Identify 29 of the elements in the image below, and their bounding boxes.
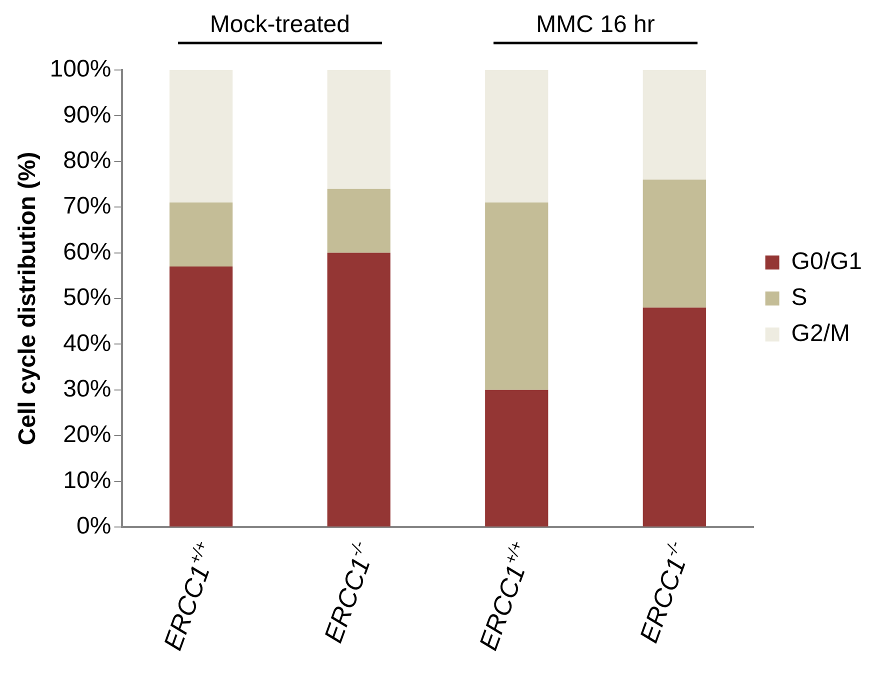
y-tick-label: 100% [50,56,112,83]
bar [642,180,706,308]
legend-label: G2/M [791,320,850,348]
bar [170,70,233,203]
legend-label: G0/G1 [791,248,862,276]
y-tick-label: 30% [63,376,112,403]
y-tick-label: 80% [63,147,112,174]
bar [485,390,548,526]
y-tick-label: 90% [63,101,112,128]
text: Mock-treated [210,11,350,38]
y-tick-label: 0% [76,512,112,540]
y-tick-label: 40% [63,330,112,357]
y-tick-label: 70% [63,192,112,220]
bar [642,308,706,526]
bar [642,70,706,180]
bar [327,252,390,526]
bar [327,188,390,253]
y-axis-title: Cell cycle distribution (%) [14,152,42,446]
bar [485,202,548,390]
y-tick-label: 20% [63,421,112,448]
bar [170,266,233,526]
bar [485,70,548,203]
y-tick-label: 60% [63,238,112,266]
y-tick-label: 50% [63,284,112,312]
bar [170,202,233,267]
y-tick-label: 10% [63,466,112,494]
bar [327,70,390,189]
text: MMC 16 hr [536,11,655,38]
legend-label: S [791,284,808,312]
